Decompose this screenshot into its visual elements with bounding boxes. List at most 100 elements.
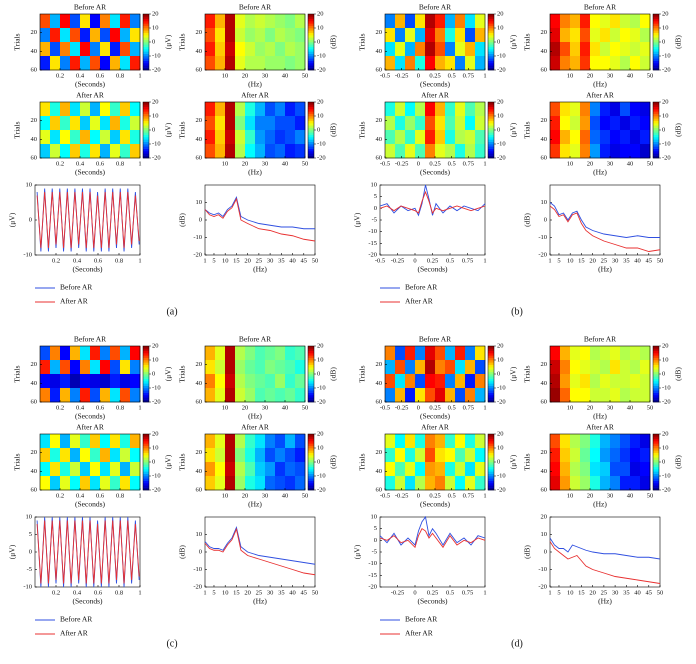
legend-label: Before AR bbox=[405, 615, 437, 624]
colorbar-band bbox=[488, 120, 494, 124]
heatmap-cell bbox=[455, 56, 466, 71]
colorbar-band bbox=[653, 476, 659, 479]
colorbar-band bbox=[653, 39, 659, 43]
colorbar-band bbox=[308, 151, 314, 154]
colorbar-band bbox=[308, 388, 314, 391]
heatmap-cell bbox=[425, 14, 436, 29]
y-tick-label: 40 bbox=[541, 380, 548, 387]
heatmap-cell bbox=[415, 434, 426, 449]
colorbar-band bbox=[143, 452, 149, 456]
colorbar-band bbox=[653, 123, 659, 126]
y-axis-label: Trials bbox=[358, 453, 367, 470]
heatmap-cell bbox=[560, 462, 571, 477]
y-tick-label: 0 bbox=[544, 216, 547, 223]
heatmap-cell bbox=[70, 116, 81, 131]
colorbar-band bbox=[488, 28, 494, 31]
heatmap-cell bbox=[50, 102, 61, 117]
heatmap-cell bbox=[580, 388, 591, 403]
heatmap-cell bbox=[275, 130, 286, 145]
colorbar-band bbox=[308, 155, 314, 159]
colorbar-band bbox=[308, 44, 314, 47]
colorbar-band bbox=[488, 452, 494, 456]
heatmap-cell bbox=[70, 346, 81, 361]
heatmap-cell bbox=[80, 102, 91, 117]
y-tick-label: 5 bbox=[29, 531, 32, 538]
colorbar-band bbox=[308, 441, 314, 444]
colorbar-band bbox=[143, 42, 149, 45]
heatmap-cell bbox=[435, 434, 446, 449]
colorbar-band bbox=[143, 471, 149, 474]
heatmap-cell bbox=[285, 42, 296, 57]
colorbar-band bbox=[653, 116, 659, 119]
x-tick-label: 10 bbox=[567, 72, 574, 79]
colorbar-band bbox=[143, 483, 149, 486]
colorbar-band bbox=[308, 443, 314, 446]
x-tick-label: 30 bbox=[267, 589, 274, 596]
x-tick-label: 35 bbox=[278, 589, 285, 596]
colorbar-band bbox=[488, 42, 494, 45]
colorbar-band bbox=[488, 116, 494, 119]
colorbar-band bbox=[653, 485, 659, 488]
x-tick-label: 30 bbox=[607, 72, 614, 79]
heatmap-cell bbox=[610, 130, 621, 145]
x-axis-label: (Hz) bbox=[248, 168, 262, 177]
heatmap-cell bbox=[285, 116, 296, 131]
heatmap-cell bbox=[40, 476, 51, 491]
y-tick-label: -10 bbox=[368, 560, 377, 567]
heatmap-cell bbox=[580, 102, 591, 117]
heatmap-cell bbox=[265, 476, 276, 491]
heatmap-cell bbox=[385, 14, 396, 29]
heatmap-cell bbox=[590, 448, 601, 463]
colorbar-band bbox=[653, 381, 659, 384]
colorbar-tick-label: -10 bbox=[317, 384, 326, 391]
heatmap-cell bbox=[590, 42, 601, 57]
heatmap-cell bbox=[570, 476, 581, 491]
heatmap-cell bbox=[80, 388, 91, 403]
colorbar-tick-label: -10 bbox=[152, 384, 161, 391]
heatmap-cell bbox=[40, 346, 51, 361]
x-tick-label: 0.25 bbox=[429, 404, 440, 411]
colorbar-band bbox=[653, 42, 659, 45]
heatmap-cell bbox=[445, 144, 456, 159]
x-tick-label: 0.4 bbox=[73, 589, 82, 596]
x-tick-label: 40 bbox=[627, 160, 634, 167]
y-tick-label: 40 bbox=[196, 468, 203, 475]
colorbar-band bbox=[143, 436, 149, 439]
heatmap-cell bbox=[640, 56, 651, 71]
colorbar-band bbox=[653, 139, 659, 142]
heatmap-cell bbox=[100, 14, 111, 29]
colorbar-band bbox=[488, 478, 494, 481]
x-tick-label: -0.5 bbox=[380, 72, 390, 79]
y-tick-label: 60 bbox=[376, 66, 383, 73]
colorbar-band bbox=[653, 28, 659, 31]
x-tick-label: 0.25 bbox=[429, 72, 440, 79]
heatmap-cell bbox=[415, 360, 426, 375]
x-tick-label: 40 bbox=[634, 257, 641, 264]
heatmap-cell bbox=[600, 42, 611, 57]
heatmap-cell bbox=[40, 388, 51, 403]
colorbar-band bbox=[488, 111, 494, 114]
heatmap-cell bbox=[395, 102, 406, 117]
x-tick-label: 30 bbox=[262, 72, 269, 79]
colorbar-band bbox=[653, 364, 659, 368]
colorbar-label: (μV) bbox=[164, 34, 173, 49]
heatmap-cell bbox=[465, 56, 476, 71]
heatmap-cell bbox=[405, 434, 416, 449]
colorbar-tick-label: 0 bbox=[662, 370, 665, 377]
heatmap-cell bbox=[385, 102, 396, 117]
heatmap-cell bbox=[630, 462, 641, 477]
y-tick-label: -10 bbox=[23, 583, 32, 590]
colorbar-band bbox=[308, 438, 314, 442]
x-axis-label: (Hz) bbox=[248, 80, 262, 89]
colorbar-band bbox=[488, 357, 494, 361]
x-axis-label: (Hz) bbox=[593, 168, 607, 177]
chart-title: Before AR bbox=[239, 3, 271, 12]
colorbar-band bbox=[653, 118, 659, 121]
heatmap-cell bbox=[610, 346, 621, 361]
colorbar-tick-label: 20 bbox=[317, 342, 324, 349]
colorbar-tick-label: 20 bbox=[497, 430, 504, 437]
colorbar-band bbox=[653, 134, 659, 138]
y-tick-label: 60 bbox=[541, 154, 548, 161]
x-axis-label: (Hz) bbox=[593, 412, 607, 421]
colorbar-band bbox=[308, 371, 314, 375]
